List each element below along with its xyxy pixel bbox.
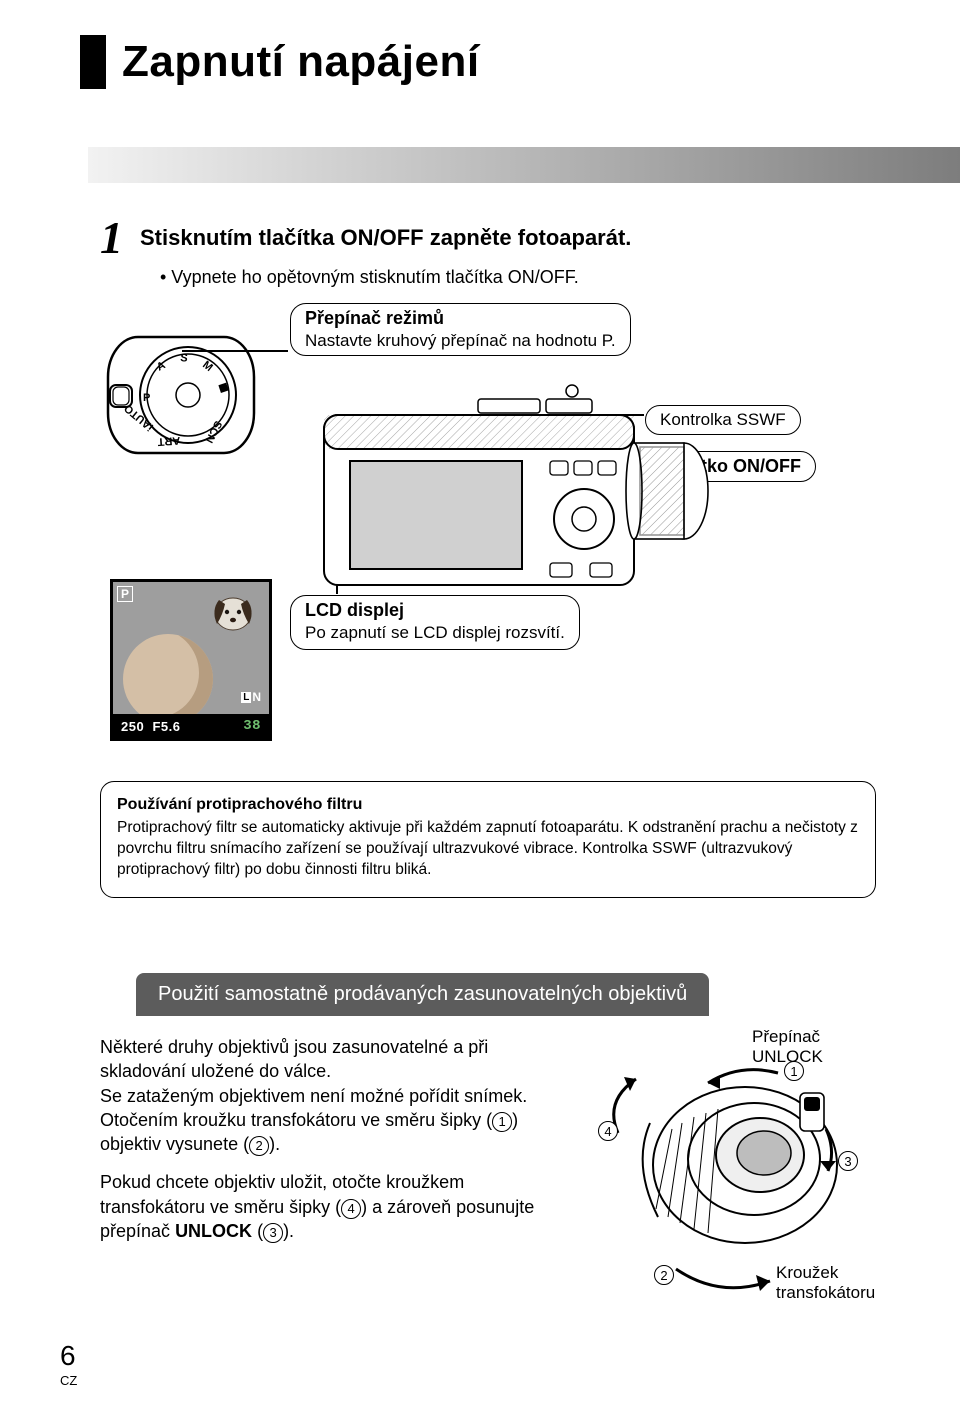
marker-4-inline: 4	[341, 1199, 361, 1219]
title-underline-bar	[88, 147, 960, 183]
mode-switch-callout: Přepínač režimů Nastavte kruhový přepína…	[290, 303, 631, 356]
lcd-preview: P LN 250 F5.6 38	[110, 579, 272, 741]
lcd-label: LCD displej	[305, 600, 565, 621]
svg-text:ART: ART	[157, 434, 181, 448]
marker-3: 3	[838, 1151, 858, 1171]
lens-para-1: Některé druhy objektivů jsou zasunovatel…	[100, 1035, 570, 1156]
zoom-ring-label: Kroužek transfokátoru	[776, 1263, 890, 1304]
lcd-quality-indicator: LN	[241, 690, 261, 704]
svg-text:S: S	[180, 352, 189, 365]
lcd-shot-count: 38	[243, 718, 261, 734]
mode-switch-label: Přepínač režimů	[305, 308, 616, 329]
step-heading: Stisknutím tlačítka ON/OFF zapněte fotoa…	[140, 225, 631, 251]
leader-line	[182, 350, 288, 352]
lcd-callout: LCD displej Po zapnutí se LCD displej ro…	[290, 595, 580, 650]
unlock-switch-label: Přepínač UNLOCK	[752, 1027, 890, 1068]
title-bullet-block	[80, 35, 106, 89]
step-bullet: • Vypnete ho opětovným stisknutím tlačít…	[160, 267, 579, 288]
lcd-shutter: 250	[121, 719, 144, 734]
marker-4: 4	[598, 1121, 618, 1141]
marker-2: 2	[654, 1265, 674, 1285]
lens-para-2: Pokud chcete objektiv uložit, otočte kro…	[100, 1170, 570, 1243]
lcd-bottom-bar: 250 F5.6 38	[113, 714, 269, 738]
lcd-p-indicator: P	[117, 586, 133, 602]
marker-2-inline: 2	[249, 1136, 269, 1156]
lens-diagram: 1 2 3 4 Přepínač UNLOCK Kroužek transfok…	[580, 1033, 890, 1313]
marker-3-inline: 3	[263, 1223, 283, 1243]
lcd-exposure: 250 F5.6	[121, 719, 180, 734]
section-header: Použití samostatně prodávaných zasunovat…	[136, 973, 709, 1016]
page-lang: CZ	[60, 1373, 77, 1388]
page-title-row: Zapnutí napájení	[80, 35, 960, 89]
panel-body: Protiprachový filtr se automaticky aktiv…	[117, 818, 859, 881]
camera-illustration	[288, 371, 718, 601]
svg-text:P: P	[143, 392, 150, 404]
step-number: 1	[100, 211, 123, 264]
marker-1-inline: 1	[492, 1112, 512, 1132]
lens-text-block: Některé druhy objektivů jsou zasunovatel…	[100, 1035, 570, 1257]
info-panel: Používání protiprachového filtru Protipr…	[100, 781, 876, 898]
mode-switch-sub: Nastavte kruhový přepínač na hodnotu P.	[305, 331, 616, 351]
lcd-sub: Po zapnutí se LCD displej rozsvítí.	[305, 623, 565, 643]
page-number: 6	[60, 1340, 76, 1372]
lcd-aperture: F5.6	[152, 719, 180, 734]
panel-title: Používání protiprachového filtru	[117, 796, 859, 814]
mode-dial-diagram: P S A M ⯀ SCN iAUTO ART	[106, 325, 256, 475]
page-title: Zapnutí napájení	[122, 37, 480, 87]
